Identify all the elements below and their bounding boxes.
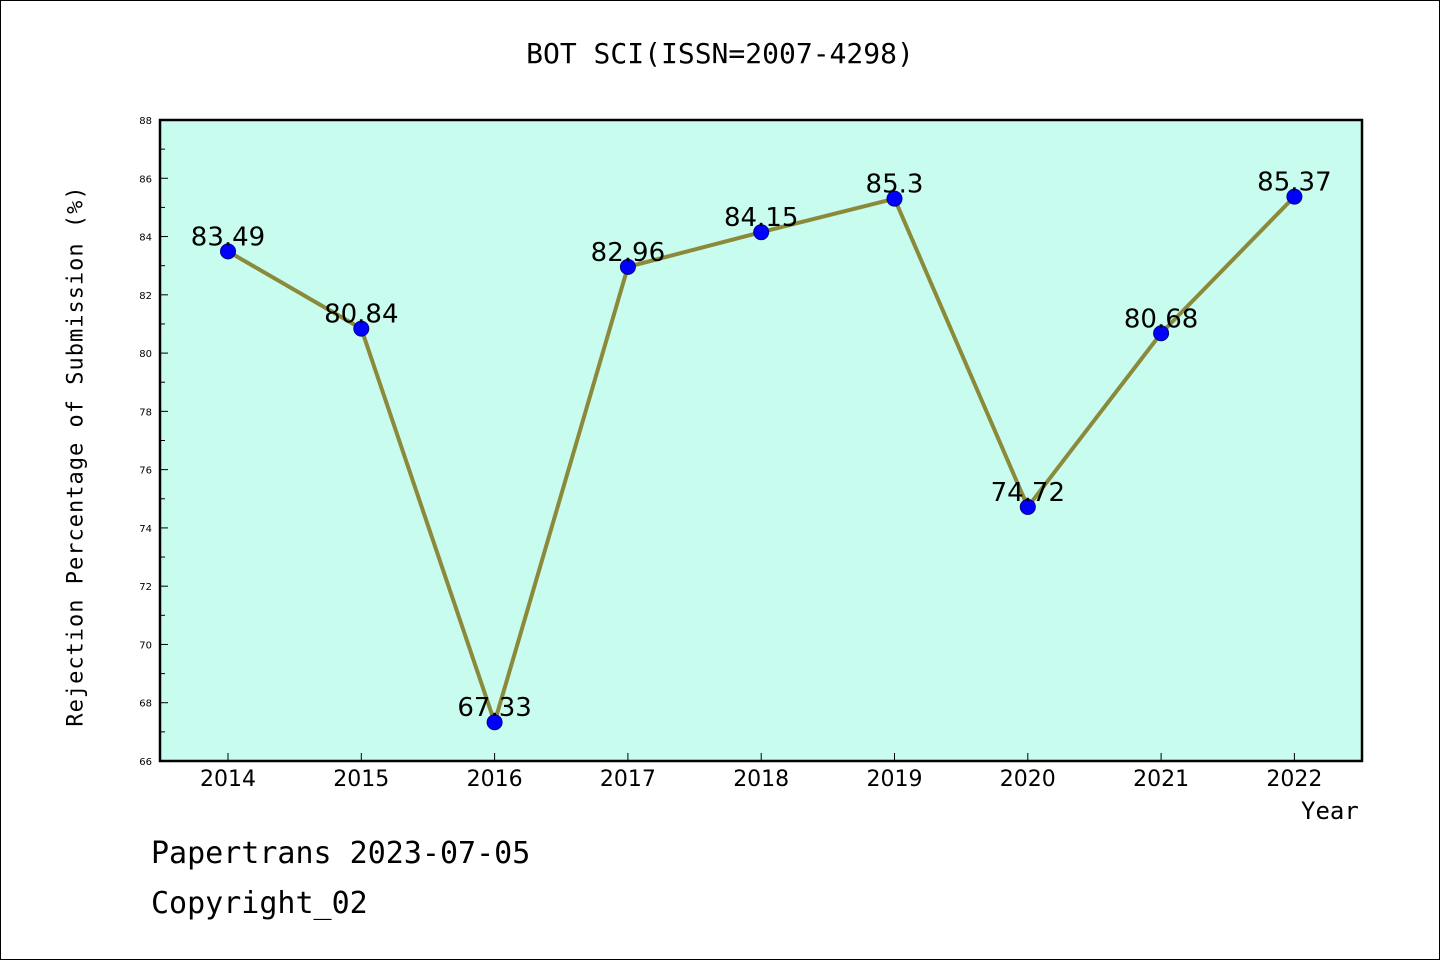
data-label: 85.3 [866,170,924,200]
chart-title: BOT SCI(ISSN=2007-4298) [526,37,914,70]
y-tick-label: 78 [139,407,152,418]
data-label: 80.68 [1124,304,1198,334]
x-tick-label: 2019 [867,767,923,792]
x-tick-label: 2014 [200,767,256,792]
y-tick-label: 70 [139,640,152,651]
y-tick-label: 82 [139,291,152,302]
series-markers [220,188,1303,731]
footer-copyright: Copyright_02 [151,886,368,921]
plot-border [158,118,1364,763]
y-tick-label: 74 [139,524,152,535]
y-axis-ticks: 66 68 70 72 74 76 78 80 82 84 86 88 [139,116,168,768]
data-label: 67.33 [457,693,531,723]
data-point [753,224,770,241]
y-tick-label: 86 [139,174,152,185]
x-tick-label: 2020 [1000,767,1056,792]
data-labels: 83.49 80.84 67.33 82.96 84.15 85.3 74.72 80.68 8… [191,168,1332,724]
x-tick-label: 2015 [333,767,389,792]
x-tick-label: 2022 [1266,767,1322,792]
data-label: 74.72 [991,478,1065,508]
data-point [1286,188,1303,205]
y-tick-label: 76 [139,466,152,477]
footer-source: Papertrans 2023-07-05 [151,836,531,871]
data-point [220,243,236,260]
x-axis-ticks: 2014 2015 2016 2017 2018 2019 2020 2021 2022 [200,753,1322,792]
data-point [1019,498,1036,515]
data-label: 84.15 [724,203,798,233]
y-tick-label: 72 [139,582,152,593]
data-point [1153,325,1170,342]
y-tick-label: 80 [139,349,152,360]
x-axis-label: Year [1301,797,1359,825]
x-tick-label: 2021 [1133,767,1189,792]
data-label: 82.96 [591,238,665,268]
data-point [619,258,636,275]
y-tick-label: 88 [139,116,152,127]
x-tick-label: 2018 [733,767,789,792]
data-point [486,714,503,731]
data-point [886,190,903,207]
data-label: 83.49 [191,222,265,252]
x-tick-label: 2016 [467,767,523,792]
y-tick-label: 84 [139,233,152,244]
data-label: 85.37 [1257,168,1331,198]
data-point [353,320,370,337]
data-label: 80.84 [324,300,398,330]
x-tick-label: 2017 [600,767,656,792]
y-tick-label: 68 [139,699,152,710]
y-tick-label: 66 [139,757,152,768]
